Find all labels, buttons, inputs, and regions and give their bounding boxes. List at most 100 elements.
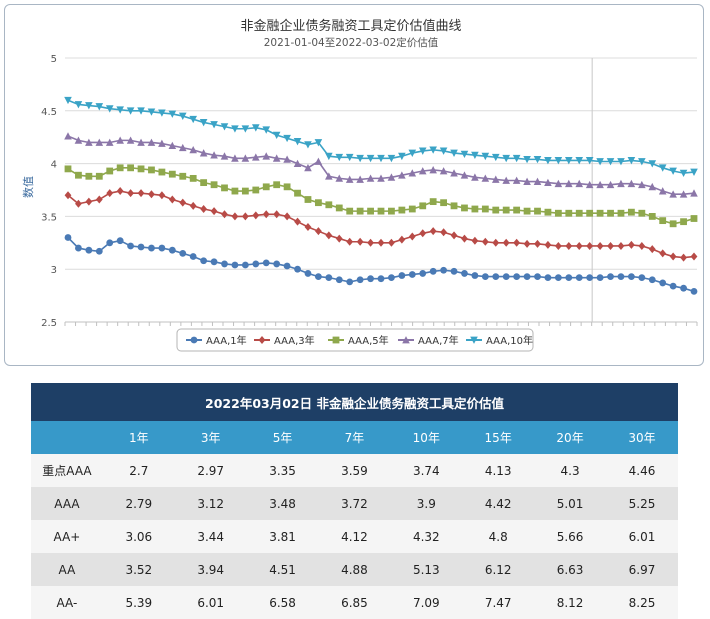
data-point xyxy=(106,239,114,247)
data-point xyxy=(419,270,427,277)
table-cell: 2.7 xyxy=(102,454,175,487)
data-point xyxy=(377,174,385,182)
data-point xyxy=(450,149,458,157)
table-row: AA+ 3.06 3.44 3.81 4.12 4.32 4.8 5.66 6.01 xyxy=(31,520,678,553)
row-label: AA+ xyxy=(31,520,103,553)
data-point xyxy=(513,206,521,214)
data-point xyxy=(241,261,249,269)
data-point xyxy=(596,241,604,250)
table-cell: 3.12 xyxy=(174,487,247,520)
data-point xyxy=(64,96,72,105)
y-tick-label: 5 xyxy=(51,54,57,65)
data-point xyxy=(314,139,323,147)
legend-item[interactable]: AAA,10年 xyxy=(466,334,533,347)
table-cell: 5.01 xyxy=(534,487,606,520)
data-point xyxy=(241,125,250,133)
table-header-row: 1年 3年 5年 7年 10年 15年 20年 30年 xyxy=(31,421,678,454)
data-point xyxy=(565,209,573,217)
data-point xyxy=(304,196,312,203)
data-point xyxy=(586,209,594,217)
data-point xyxy=(565,274,573,282)
data-point xyxy=(617,241,625,250)
data-point xyxy=(554,179,563,188)
table-cell: 3.74 xyxy=(390,454,463,487)
data-point xyxy=(638,180,646,189)
data-point xyxy=(377,154,385,163)
table-cell: 6.01 xyxy=(606,520,678,553)
data-point xyxy=(367,275,374,283)
data-point xyxy=(168,246,176,254)
data-point xyxy=(377,275,385,283)
data-point xyxy=(356,207,364,215)
legend-item[interactable]: AAA,7年 xyxy=(398,334,459,347)
data-point xyxy=(325,231,333,240)
column-header: 1年 xyxy=(102,421,175,454)
data-point xyxy=(450,169,458,177)
data-point xyxy=(158,191,166,200)
data-point xyxy=(252,211,260,220)
data-point xyxy=(429,267,437,275)
data-point xyxy=(523,273,531,280)
data-point xyxy=(293,159,302,167)
data-point xyxy=(690,287,698,295)
data-point xyxy=(450,231,458,240)
table-cell: 4.51 xyxy=(246,553,319,586)
data-point xyxy=(481,273,489,280)
data-point xyxy=(669,252,677,261)
data-point xyxy=(533,177,542,185)
series-5 xyxy=(64,96,698,178)
data-point xyxy=(377,207,385,215)
data-point xyxy=(272,131,281,139)
data-point xyxy=(586,274,594,282)
data-point xyxy=(429,146,437,154)
data-point xyxy=(252,260,260,268)
data-point xyxy=(200,179,208,187)
valuation-table: 2022年03月02日 非金融企业债务融资工具定价估值 1年 3年 5年 7年 10年 1… xyxy=(31,383,678,619)
table-cell: 4.13 xyxy=(462,454,535,487)
series-3 xyxy=(64,164,698,228)
legend-item[interactable]: AAA,1年 xyxy=(186,334,247,347)
data-point xyxy=(345,153,354,162)
data-point xyxy=(95,195,103,204)
legend-item[interactable]: AAA,5年 xyxy=(328,334,389,347)
data-point xyxy=(659,279,667,287)
data-point xyxy=(554,274,562,282)
data-point xyxy=(408,271,416,278)
data-point xyxy=(585,180,594,189)
data-point xyxy=(367,207,374,215)
legend[interactable]: AAA,1年 AAA,3年 AAA,5年 AAA,7年 AAA,10年 xyxy=(176,328,534,352)
data-point xyxy=(523,239,531,248)
data-point xyxy=(272,154,281,162)
data-point xyxy=(179,198,187,207)
table-cell: 3.35 xyxy=(246,454,319,487)
table-cell: 3.94 xyxy=(174,553,247,586)
data-point xyxy=(293,138,302,146)
data-point xyxy=(491,175,500,183)
data-point xyxy=(659,217,667,225)
header-corner xyxy=(31,421,103,454)
data-point xyxy=(554,157,563,165)
data-point xyxy=(690,252,698,261)
data-point xyxy=(85,197,93,206)
data-point xyxy=(440,199,447,207)
table-cell: 3.9 xyxy=(390,487,463,520)
legend-label: AAA,10年 xyxy=(486,334,533,347)
data-point xyxy=(241,212,249,221)
data-point xyxy=(617,158,625,166)
table-cell: 4.32 xyxy=(390,520,463,553)
table-row: AAA 2.79 3.12 3.48 3.72 3.9 4.42 5.01 5.25 xyxy=(31,487,678,520)
data-point xyxy=(440,228,447,237)
data-point xyxy=(64,165,72,173)
data-point xyxy=(315,199,322,207)
column-header: 5年 xyxy=(246,421,319,454)
column-header: 20年 xyxy=(534,421,606,454)
data-point xyxy=(335,174,344,182)
data-point xyxy=(325,201,333,209)
data-point xyxy=(408,232,416,241)
data-point xyxy=(429,166,437,174)
data-point xyxy=(648,182,657,191)
data-point xyxy=(367,238,374,247)
data-point xyxy=(85,102,93,110)
data-point xyxy=(596,274,604,282)
data-point xyxy=(481,205,489,213)
